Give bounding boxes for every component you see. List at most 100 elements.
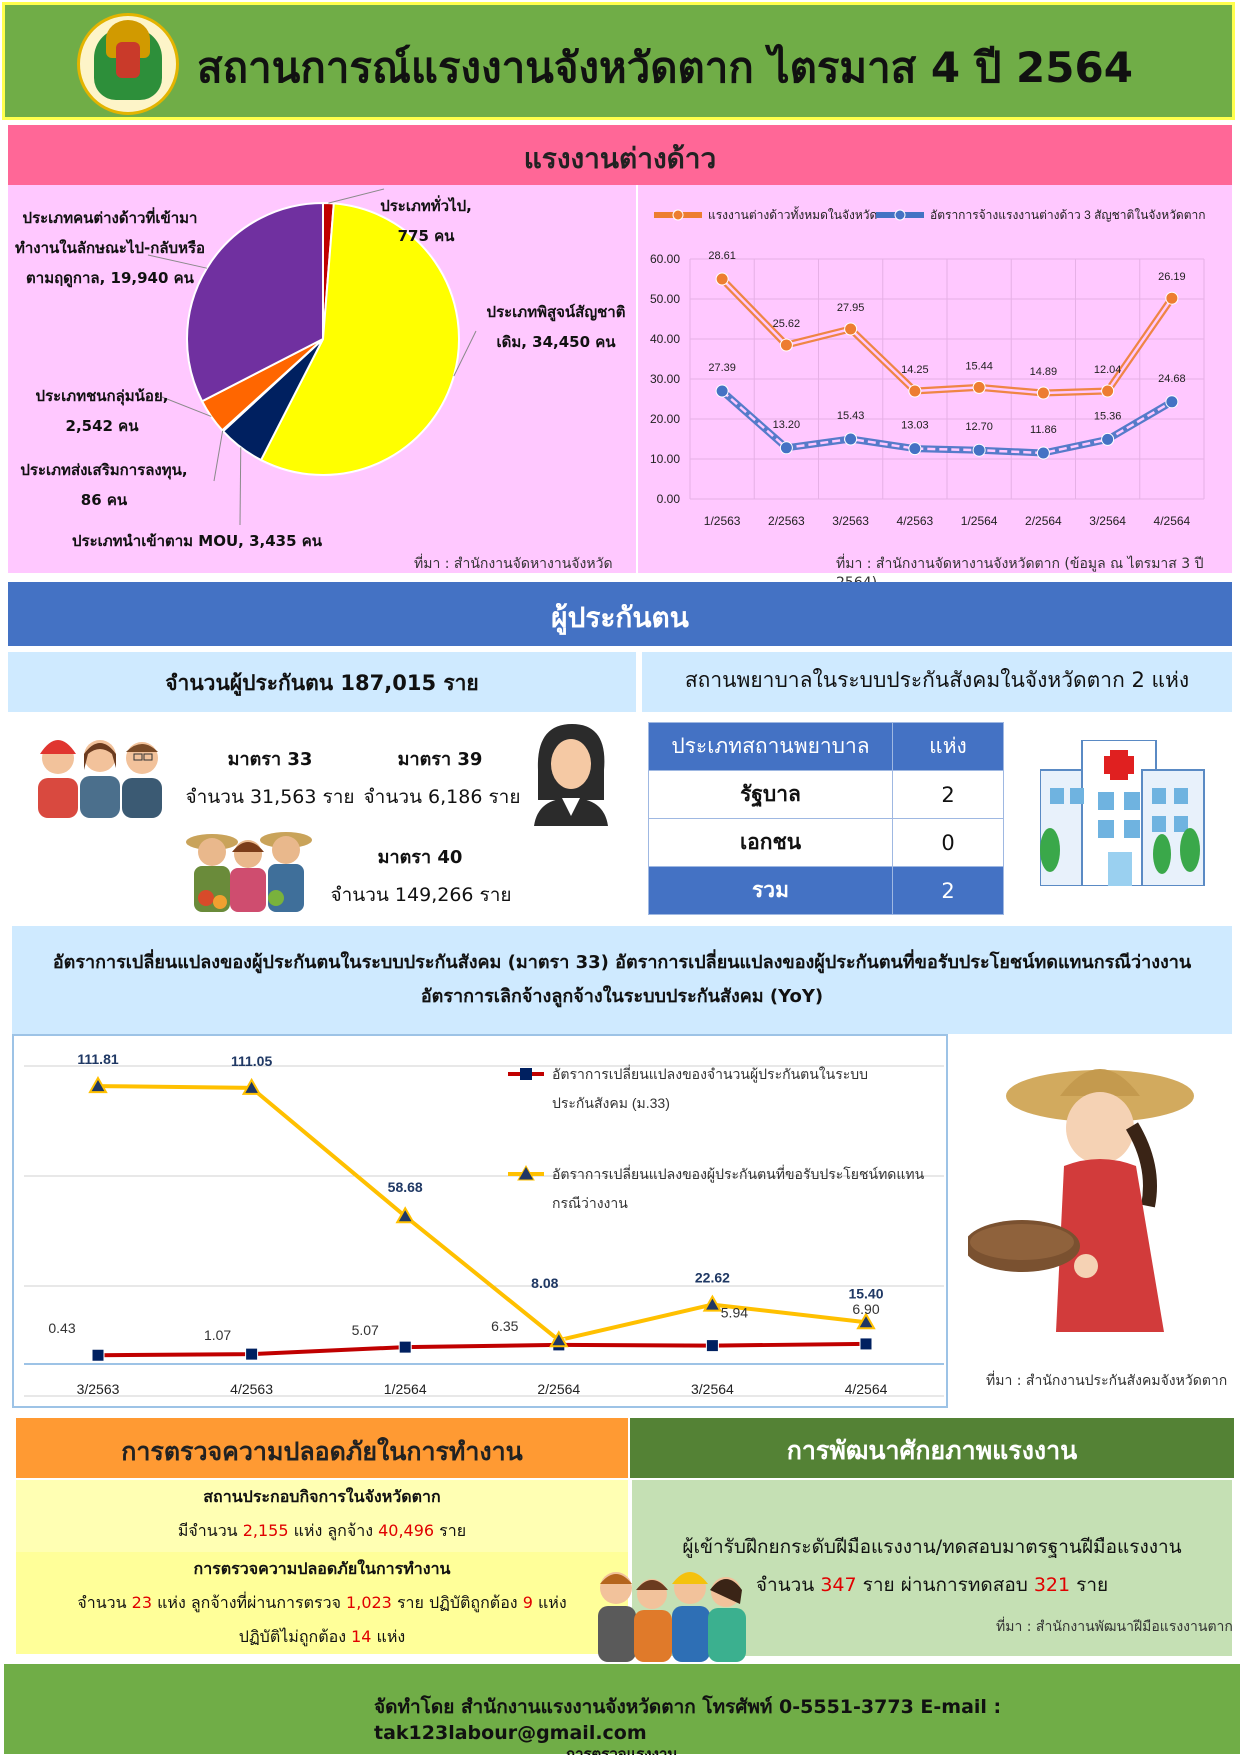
rate-title-line2: อัตราการเลิกจ้างลูกจ้างในระบบประกันสังคม… — [420, 986, 824, 1007]
inspected-employees: 1,023 — [346, 1593, 392, 1612]
line1-label-1-1: 13.20 — [773, 419, 801, 431]
line1-xtick-7: 4/2564 — [1154, 514, 1191, 528]
insured-total-text: จำนวนผู้ประกันตน 187,015 ราย — [165, 671, 479, 695]
line2-series-1 — [97, 1084, 867, 1343]
line1-point-1-5 — [1036, 446, 1050, 460]
skill-text-2: ราย ผ่านการทดสอบ — [856, 1574, 1034, 1596]
line1-point-0-1 — [779, 338, 793, 352]
line1-point-0-6 — [1101, 384, 1115, 398]
pie-leader-line-0 — [328, 188, 385, 204]
line2-legend-marker-0 — [520, 1068, 532, 1080]
line2-label-0-4: 5.94 — [721, 1305, 748, 1321]
line1-point-1-1 — [779, 441, 793, 455]
skill-band: การพัฒนาศักยภาพแรงงาน — [630, 1418, 1234, 1478]
line2-xtick-2: 1/2564 — [384, 1381, 427, 1397]
line1-legend-marker-1 — [894, 209, 906, 221]
establishments-box: สถานประกอบกิจการในจังหวัดตาก มีจำนวน 2,1… — [16, 1480, 628, 1552]
pie-label-general-value: 775 คน — [397, 227, 455, 245]
line1-point-0-0 — [715, 272, 729, 286]
woman-avatar-illustration — [530, 720, 612, 826]
inspected-places: 23 — [131, 1593, 152, 1612]
line2-label-0-5: 6.90 — [852, 1301, 879, 1317]
line1-label-1-6: 15.36 — [1094, 410, 1122, 422]
compliant-count: 9 — [522, 1593, 533, 1612]
skill-line2: จำนวน 347 ราย ผ่านการทดสอบ 321 ราย — [632, 1566, 1232, 1604]
hospital-building-icon — [1039, 739, 1206, 887]
noncompliant-count: 14 — [351, 1627, 372, 1646]
hospital-count-text: สถานพยาบาลในระบบประกันสังคมในจังหวัดตาก … — [684, 668, 1190, 692]
pie-slice-5 — [186, 201, 324, 403]
foreign-labour-band: แรงงานต่างด้าว — [8, 125, 1232, 185]
line1-ytick-5: 50.00 — [650, 292, 680, 306]
line1-legend-label-1: อัตราการจ้างแรงงานต่างด้าว 3 สัญชาติในจั… — [930, 208, 1206, 222]
page-header: สถานการณ์แรงงานจังหวัดตาก ไตรมาส 4 ปี 25… — [2, 2, 1235, 120]
line1-series-core-0 — [721, 278, 1173, 395]
line1-ytick-0: 0.00 — [657, 492, 681, 506]
rate-chart-panel: 3/2563 4/2563 1/2564 2/2564 3/2564 4/2564 0.43… — [12, 1034, 948, 1408]
estab-text-1: มีจำนวน — [177, 1521, 243, 1540]
rate-section-title-box: อัตราการเปลี่ยนแปลงของผู้ประกันตนในระบบป… — [12, 926, 1232, 1034]
line1-point-0-3 — [908, 384, 922, 398]
line2-xtick-1: 4/2563 — [230, 1381, 273, 1397]
line2-legend-marker-1 — [517, 1164, 535, 1181]
line1-xtick-0: 1/2563 — [704, 514, 741, 528]
line1-ytick-4: 40.00 — [650, 332, 680, 346]
line2-xtick-4: 3/2564 — [691, 1381, 734, 1397]
foreign-pie-panel: ประเภททั่วไป, 775 คน ประเภทพิสูจน์สัญชาต… — [8, 185, 636, 594]
m39-title: มาตรา 39 — [397, 749, 483, 770]
table-row-private-label: เอกชน — [648, 818, 893, 867]
estab-count: 2,155 — [242, 1521, 289, 1540]
line2-label-1-0: 111.81 — [77, 1051, 118, 1067]
pie-leader-line-3 — [213, 430, 224, 482]
foreign-line-panel: 0.00 10.00 20.00 30.00 40.00 50.00 60.00 1/2563… — [638, 185, 1232, 591]
pie-slice-1 — [259, 202, 460, 476]
line2-point-1-2 — [395, 1206, 415, 1224]
line2-label-0-3: 6.35 — [491, 1318, 518, 1334]
line1-point-0-5 — [1036, 386, 1050, 400]
line1-xtick-6: 3/2564 — [1089, 514, 1126, 528]
line2-point-0-2 — [398, 1340, 412, 1354]
line1-label-0-6: 12.04 — [1094, 364, 1122, 376]
establishments-title: สถานประกอบกิจการในจังหวัดตาก — [203, 1487, 441, 1506]
establishments-line: มีจำนวน 2,155 แห่ง ลูกจ้าง 40,496 ราย — [16, 1514, 628, 1548]
pie-label-investment-value: 86 คน — [80, 491, 128, 509]
line1-series-core-1 — [721, 390, 1173, 455]
table-row-government-value: 2 — [892, 770, 1004, 819]
pie-leader-line-2 — [239, 447, 242, 526]
line1-point-0-7 — [1165, 291, 1179, 305]
pie-label-proof-value: เดิม, 34,450 คน — [496, 333, 616, 351]
skill-source: ที่มา : สำนักงานพัฒนาฝีมือแรงงานตาก — [996, 1619, 1233, 1635]
line2-point-0-1 — [245, 1347, 259, 1361]
foreign-line-chart: 0.00 10.00 20.00 30.00 40.00 50.00 60.00 1/2563… — [650, 206, 1206, 528]
line2-label-0-0: 0.43 — [48, 1320, 75, 1336]
line2-point-1-0 — [88, 1076, 108, 1094]
estab-text-2: แห่ง ลูกจ้าง — [288, 1521, 379, 1540]
pie-label-minority: ประเภทชนกลุ่มน้อย, — [35, 387, 169, 405]
insured-band: ผู้ประกันตน — [8, 582, 1232, 646]
line1-ytick-2: 20.00 — [650, 412, 680, 426]
line1-point-1-0 — [715, 384, 729, 398]
pie-label-proof: ประเภทพิสูจน์สัญชาติ — [486, 303, 626, 321]
line2-point-1-3 — [549, 1330, 569, 1348]
pie-label-seasonal-2: ทำงานในลักษณะไป-กลับหรือ — [14, 239, 206, 257]
insp-text-4: แห่ง — [532, 1593, 567, 1612]
table-row-government-label: รัฐบาล — [648, 770, 893, 819]
line1-label-1-7: 24.68 — [1158, 373, 1186, 385]
line2-point-0-5 — [859, 1337, 873, 1351]
line2-xtick-0: 3/2563 — [77, 1381, 120, 1397]
line1-label-0-1: 25.62 — [773, 318, 801, 330]
line2-point-0-4 — [705, 1339, 719, 1353]
line1-ytick-3: 30.00 — [650, 372, 680, 386]
estab-text-3: ราย — [434, 1521, 467, 1540]
line2-point-1-1 — [241, 1077, 262, 1095]
line1-xtick-1: 2/2563 — [768, 514, 805, 528]
inspection-box: การตรวจความปลอดภัยในการทำงาน จำนวน 23 แห… — [16, 1552, 628, 1654]
table-header-type: ประเภทสถานพยาบาล — [648, 722, 893, 771]
pie-label-minority-value: 2,542 คน — [65, 417, 139, 435]
line2-label-1-4: 22.62 — [695, 1270, 730, 1286]
line2-legend-label-1a: อัตราการเปลี่ยนแปลงของผู้ประกันตนที่ขอรั… — [552, 1165, 925, 1183]
line1-point-0-2 — [844, 322, 858, 336]
line1-label-1-5: 11.86 — [1030, 424, 1057, 436]
line2-point-1-4 — [702, 1294, 723, 1312]
table-row-total-value: 2 — [892, 866, 1004, 915]
